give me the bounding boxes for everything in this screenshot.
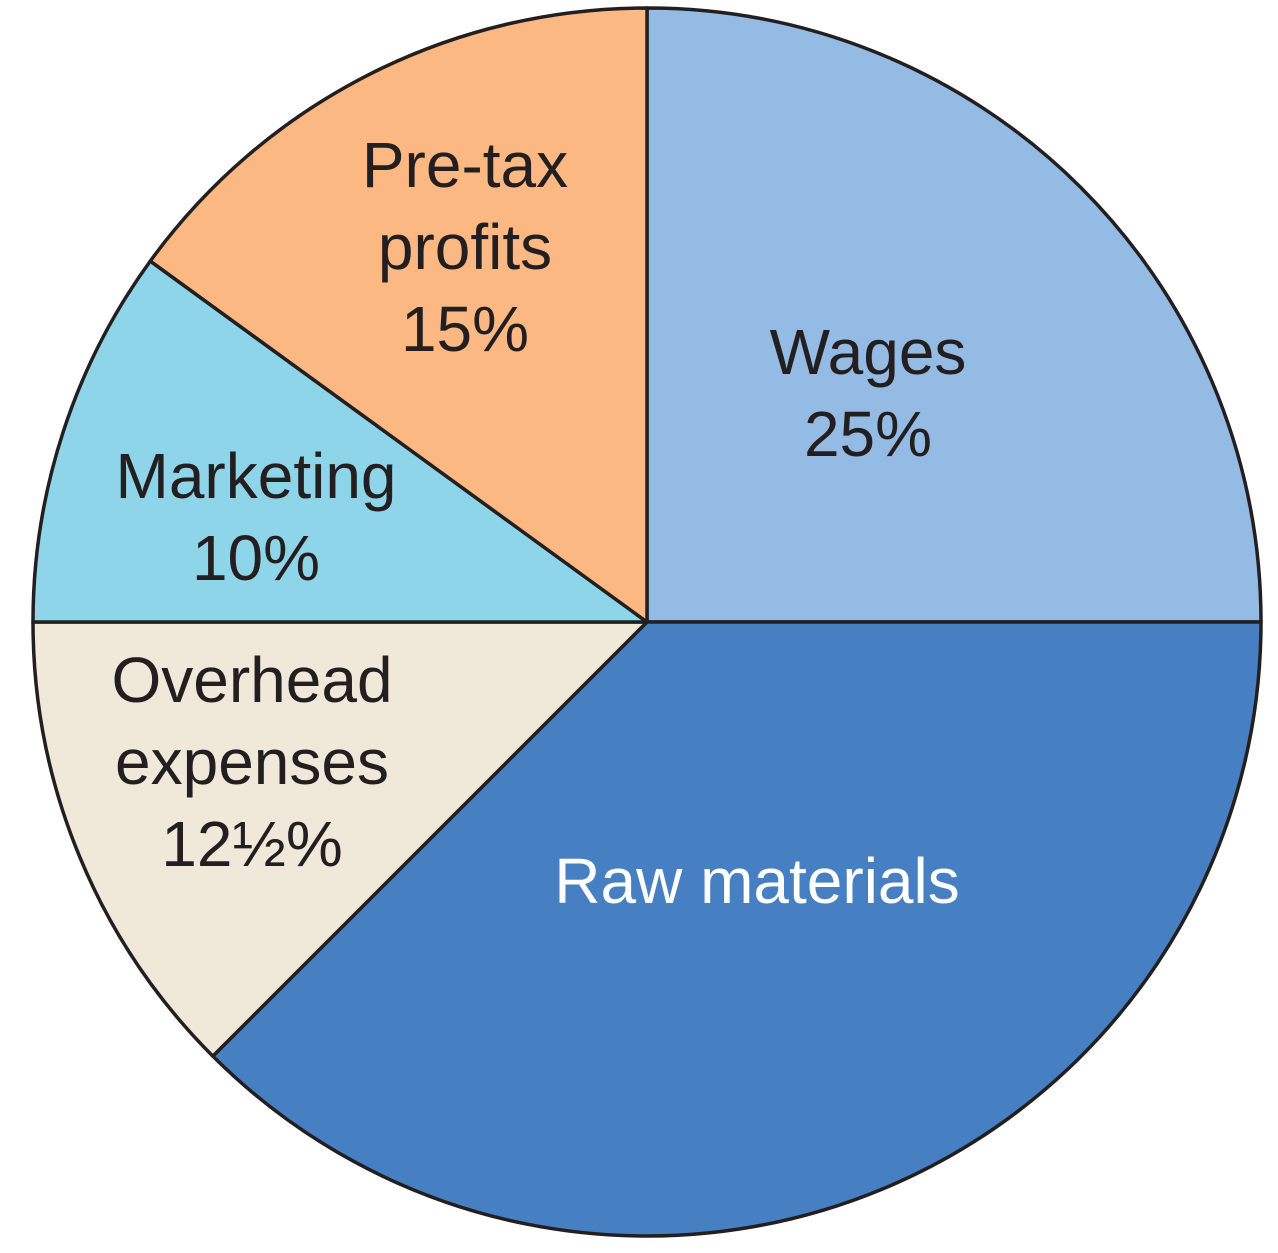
slice-label-line: 12½% xyxy=(161,808,342,880)
slice-label-raw-materials: Raw materials xyxy=(554,845,959,917)
slice-label-wages: Wages 25% xyxy=(770,316,967,470)
slice-label-line: Marketing xyxy=(116,440,397,512)
pie-slice-overhead-expenses xyxy=(31,620,649,1058)
pie-labels: Wages 25% Raw materials Overhead expenses 12½… xyxy=(111,129,966,917)
pie-slice-raw-materials xyxy=(211,620,1263,1238)
slice-label-line: profits xyxy=(378,211,552,283)
slice-label-line: Pre-tax xyxy=(362,129,568,201)
slice-label-overhead-expenses: Overhead expenses 12½% xyxy=(111,644,392,880)
pie-slice-marketing xyxy=(31,259,649,624)
slice-label-line: 25% xyxy=(804,398,932,470)
slice-label-marketing: Marketing 10% xyxy=(116,440,397,594)
slice-label-line: expenses xyxy=(115,726,389,798)
slice-label-line: Wages xyxy=(770,316,967,388)
pie-slice-pre-tax-profits xyxy=(148,6,649,624)
slice-label-line: Overhead xyxy=(111,644,392,716)
slice-label-line: 15% xyxy=(401,293,529,365)
slice-label-pre-tax-profits: Pre-tax profits 15% xyxy=(362,129,568,365)
pie-slice-wages xyxy=(645,6,1263,624)
pie-slices xyxy=(31,6,1263,1238)
slice-label-line: 10% xyxy=(192,522,320,594)
slice-label-line: Raw materials xyxy=(554,845,959,917)
